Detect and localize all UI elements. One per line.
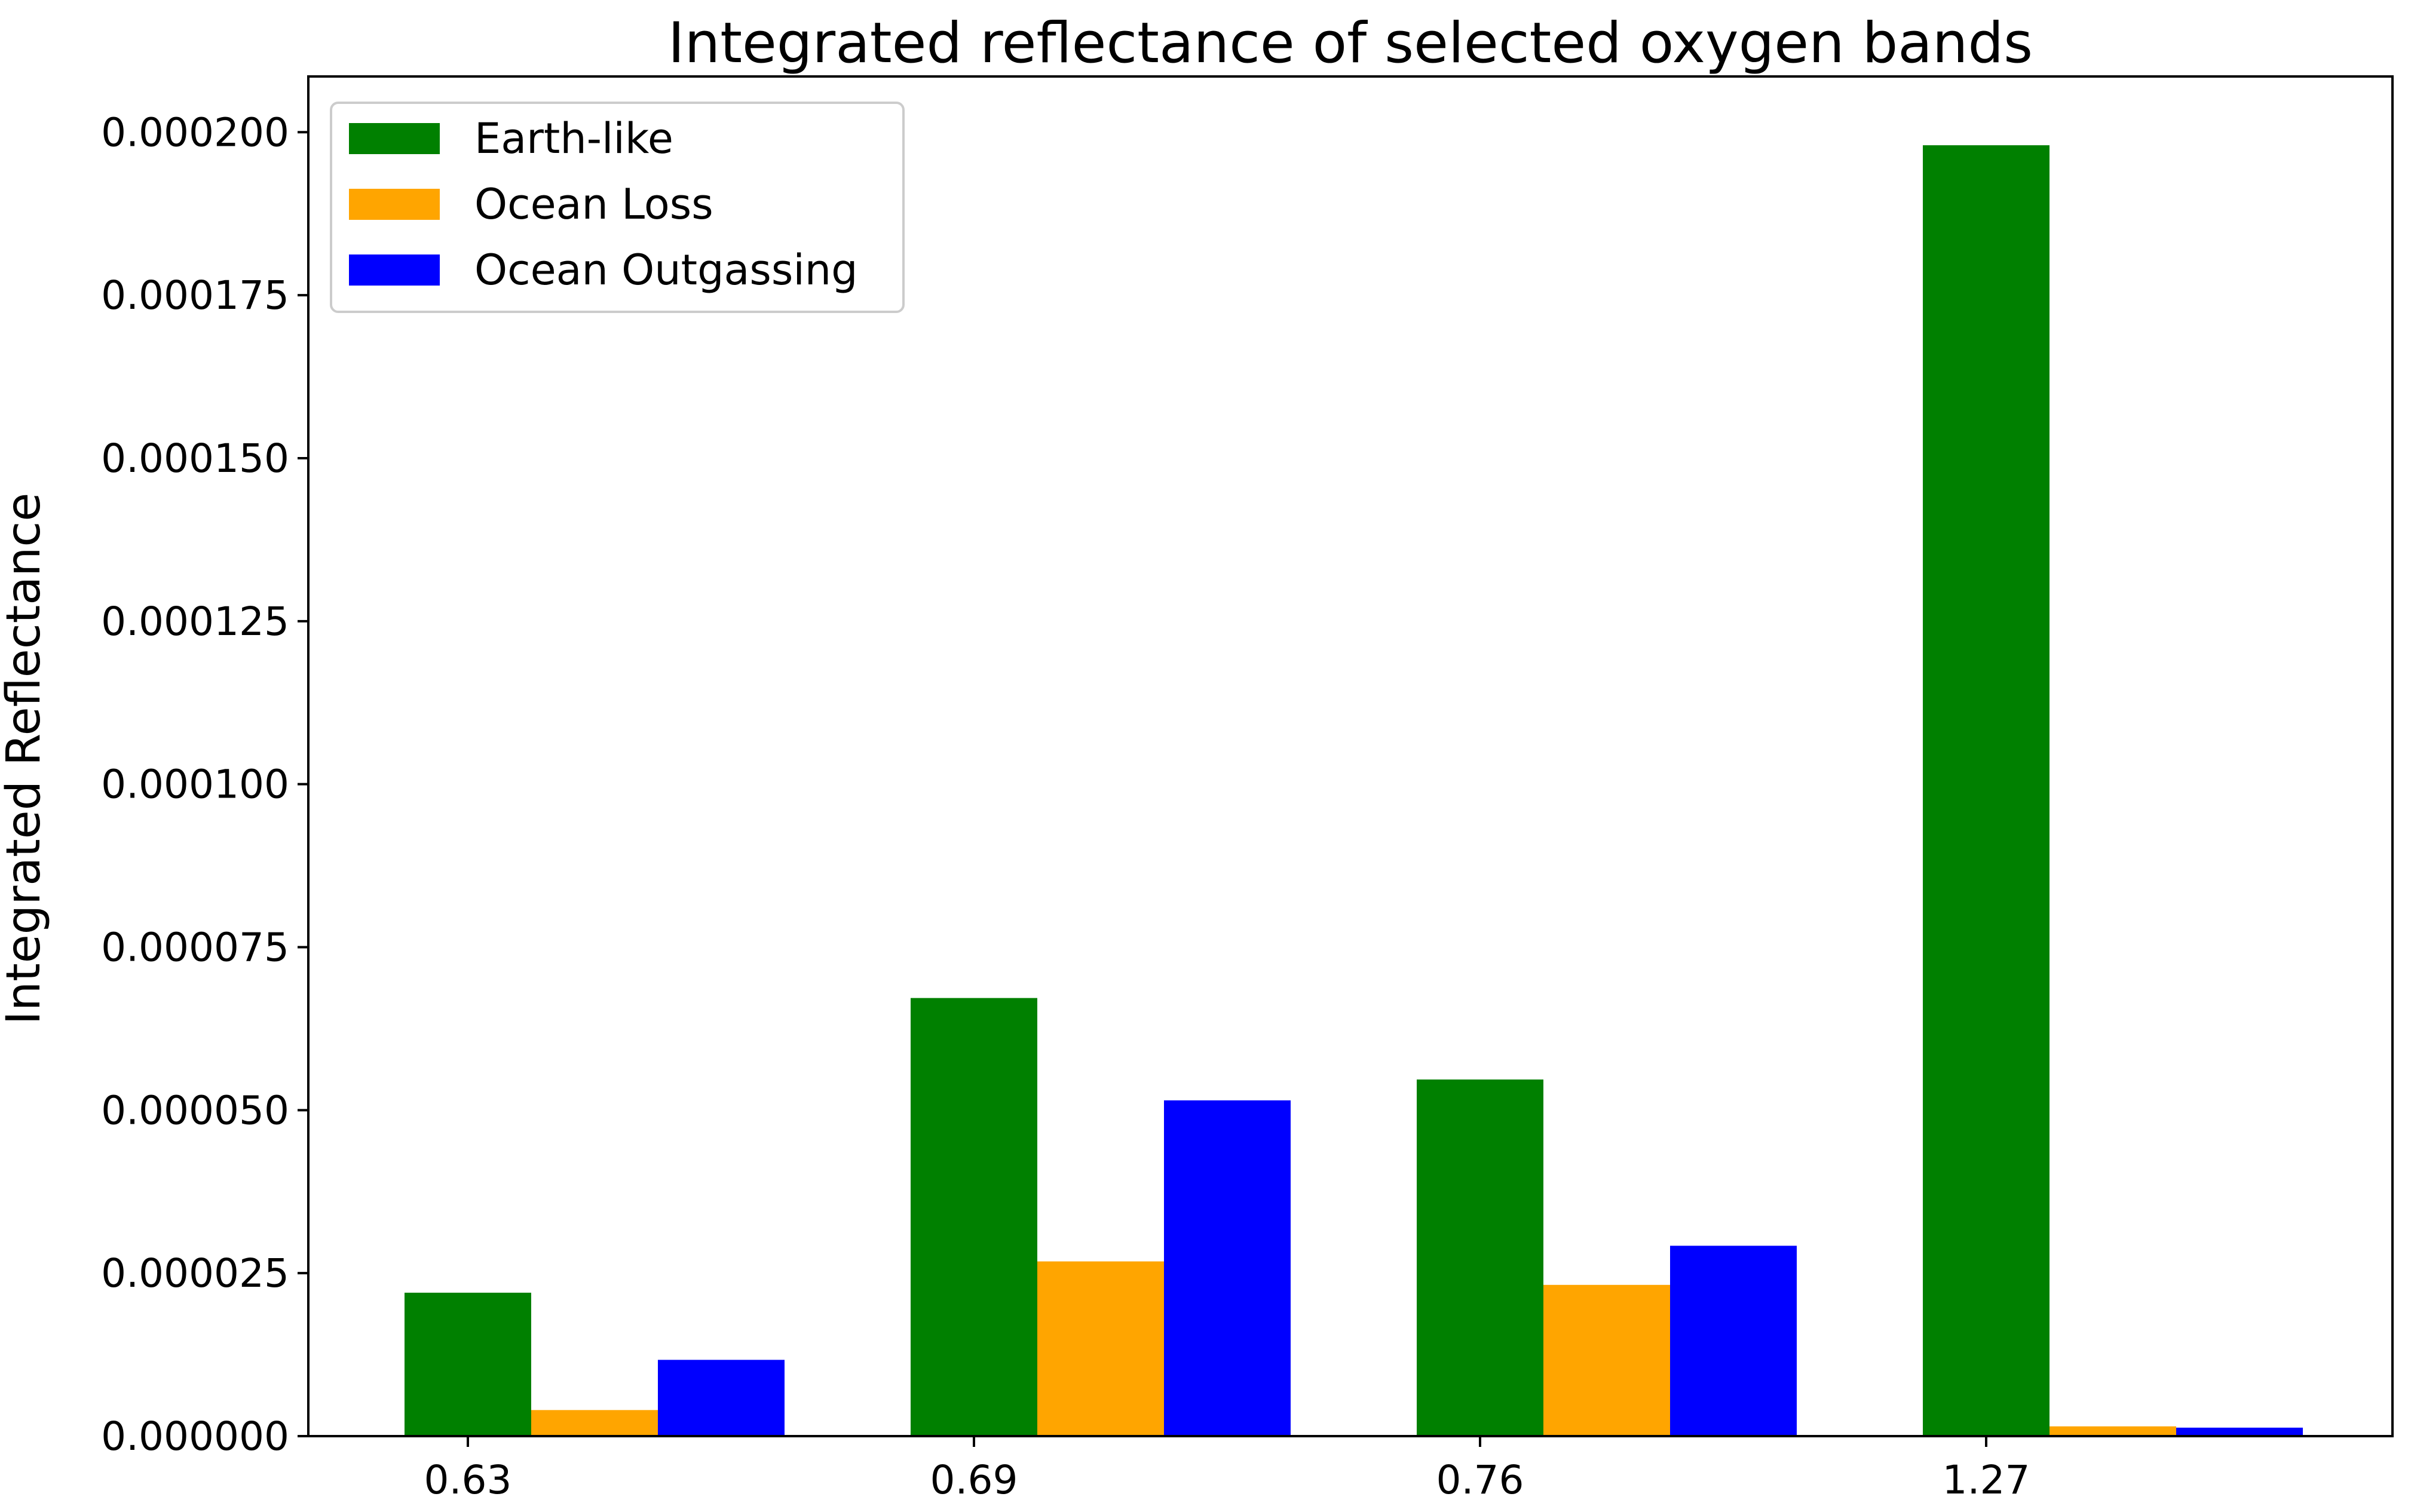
legend-label: Earth-like xyxy=(474,114,673,163)
y-tick-label: 0.000100 xyxy=(101,762,289,808)
legend-swatch-ocean-loss xyxy=(349,189,440,220)
x-tick-label: 0.63 xyxy=(424,1457,512,1503)
y-tick-label: 0.000125 xyxy=(101,599,289,645)
bar-earth-like-1.27 xyxy=(1923,145,2049,1436)
bar-ocean-loss-0.69 xyxy=(1037,1261,1164,1436)
plot-area-frame xyxy=(307,75,2394,1437)
y-tick-label: 0.000200 xyxy=(101,109,289,155)
bar-earth-like-0.63 xyxy=(405,1292,531,1436)
legend-swatch-earth-like xyxy=(349,123,440,154)
legend: Earth-like Ocean Loss Ocean Outgassing xyxy=(330,102,905,313)
bar-ocean-outgassing-0.63 xyxy=(658,1360,785,1436)
y-axis-ticks: 0.000000 0.000025 0.000050 0.000075 0.000100… xyxy=(101,109,308,1459)
bar-earth-like-0.69 xyxy=(911,998,1037,1436)
x-axis-ticks: 0.63 0.69 0.76 1.27 xyxy=(424,1436,2030,1503)
chart-title: Integrated reflectance of selected oxyge… xyxy=(668,11,2033,76)
y-tick-label: 0.000000 xyxy=(101,1413,289,1459)
y-tick-label: 0.000025 xyxy=(101,1250,289,1296)
x-tick-label: 0.76 xyxy=(1436,1457,1524,1503)
legend-label: Ocean Outgassing xyxy=(474,246,858,295)
y-tick-label: 0.000050 xyxy=(101,1087,289,1133)
bar-ocean-loss-0.63 xyxy=(531,1410,658,1436)
bar-ocean-loss-1.27 xyxy=(2049,1426,2176,1436)
y-tick-label: 0.000075 xyxy=(101,924,289,970)
y-axis-label: Integrated Reflectance xyxy=(0,493,51,1025)
y-tick-label: 0.000175 xyxy=(101,272,289,318)
bar-earth-like-0.76 xyxy=(1417,1079,1543,1436)
x-tick-label: 0.69 xyxy=(930,1457,1018,1503)
x-tick-label: 1.27 xyxy=(1943,1457,2030,1503)
bar-ocean-loss-0.76 xyxy=(1543,1284,1670,1436)
bar-ocean-outgassing-1.27 xyxy=(2176,1427,2303,1436)
bar-ocean-outgassing-0.69 xyxy=(1164,1100,1291,1436)
bars-layer xyxy=(405,145,2303,1436)
legend-box xyxy=(330,102,905,313)
y-tick-label: 0.000150 xyxy=(101,435,289,481)
legend-label: Ocean Loss xyxy=(474,180,713,229)
y-axis-label-group: Integrated Reflectance xyxy=(0,493,51,1025)
legend-swatch-ocean-outgassing xyxy=(349,254,440,286)
bar-ocean-outgassing-0.76 xyxy=(1670,1246,1797,1436)
